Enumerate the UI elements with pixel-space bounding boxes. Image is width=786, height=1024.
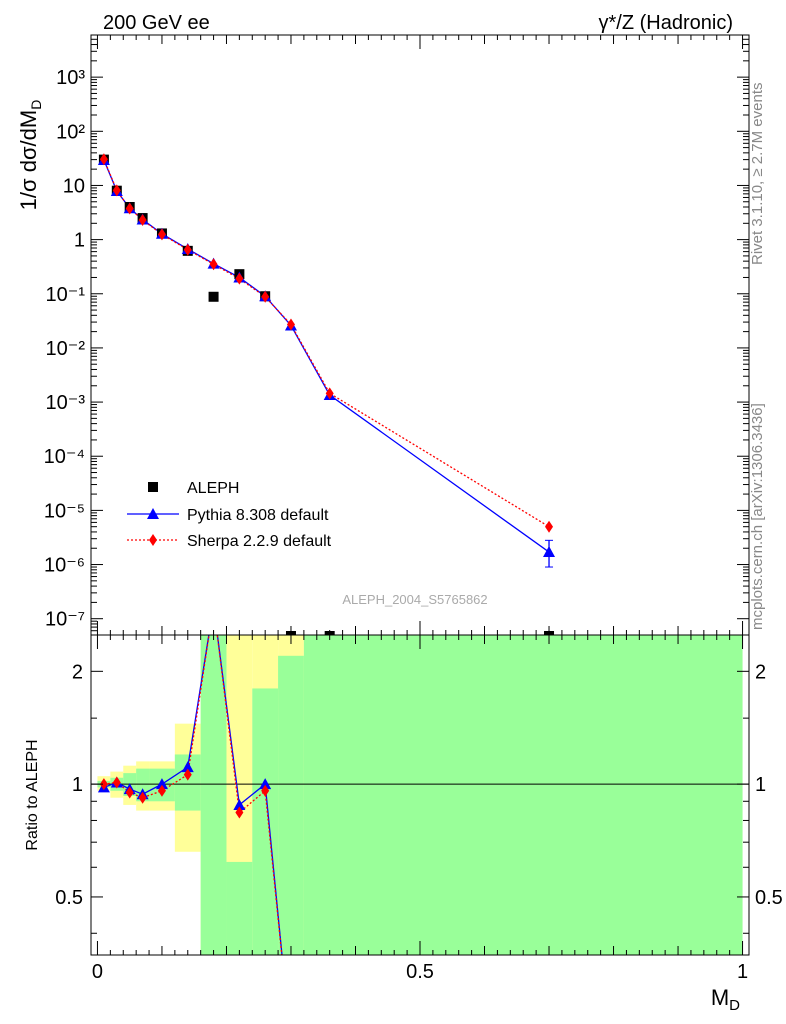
header-energy: 200 GeV ee (103, 12, 210, 34)
x-label-main: M (711, 985, 729, 1010)
main-panel: 10⁻⁷ 10⁻⁶ 10⁻⁵ 10⁻⁴ 10⁻³ 10⁻² 10⁻¹ 1 10 10² 10³ AL… (16, 34, 750, 637)
ratio-point-diamond (99, 778, 108, 791)
legend: ALEPH Pythia 8.308 default Sherpa 2.2.9 de… (127, 480, 332, 550)
ratio-point-diamond (183, 768, 192, 781)
y-tick-label: 1 (74, 230, 85, 252)
y-tick-label: 10⁻³ (46, 392, 86, 414)
y-tick-label: 10 (63, 175, 85, 197)
ratio-point-diamond (138, 791, 147, 804)
ratio-panel-x-ticks: 0 0.5 1 (92, 635, 748, 983)
data-point-diamond (235, 272, 244, 285)
uncertainty-band-green (200, 635, 227, 955)
main-panel-watermark: ALEPH_2004_S5765862 (342, 592, 487, 607)
aleph-offscale-marker (285, 631, 296, 637)
ratio-point-diamond (157, 784, 166, 797)
ratio-point-triangle (259, 778, 272, 790)
uncertainty-band-green (226, 861, 253, 955)
data-point-square (208, 291, 219, 302)
main-panel-markers (97, 153, 556, 568)
header-process: γ*/Z (Hadronic) (599, 12, 733, 34)
legend-marker-triangle (147, 508, 159, 519)
rivet-version-label: Rivet 3.1.10, ≥ 2.7M events (749, 83, 766, 266)
main-panel-offscale-markers (285, 631, 555, 637)
data-point-diamond (125, 202, 134, 215)
ratio-panel-markers (97, 761, 272, 819)
main-panel-y-axis-label: 1/σ dσ/dMD (16, 100, 44, 211)
legend-label: ALEPH (187, 480, 239, 497)
ratio-y-tick-label-right: 2 (755, 661, 766, 683)
data-point-diamond (138, 214, 147, 227)
y-tick-label: 10² (56, 121, 85, 143)
x-tick-label: 0.5 (406, 961, 434, 983)
ratio-point-diamond (235, 806, 244, 819)
legend-marker-diamond (149, 534, 157, 546)
aleph-offscale-marker (324, 631, 335, 637)
x-label-subscript: D (729, 997, 740, 1014)
y-tick-label: 10⁻⁴ (44, 446, 85, 468)
data-point-triangle (543, 546, 556, 558)
data-point-diamond (261, 290, 270, 303)
y-tick-label: 10⁻² (46, 338, 86, 360)
ratio-y-tick-label: 1 (72, 774, 83, 796)
ratio-point-diamond (125, 786, 134, 799)
ratio-panel-y-ticks: 0.5 0.5 1 1 2 2 (55, 661, 783, 934)
data-point-diamond (286, 318, 295, 331)
ratio-y-tick-label-right: 1 (755, 774, 766, 796)
x-tick-label: 1 (737, 961, 748, 983)
legend-marker-square (148, 482, 158, 492)
y-tick-label: 10³ (56, 67, 85, 89)
data-point-diamond (99, 153, 108, 166)
ratio-panel-y-axis-label: Ratio to ALEPH (24, 739, 41, 850)
main-panel-series-lines (103, 158, 550, 553)
data-point-diamond (209, 258, 218, 271)
ratio-y-tick-label-right: 0.5 (755, 887, 783, 909)
data-point-diamond (325, 387, 334, 400)
ratio-point-triangle (181, 761, 194, 773)
ratio-point-diamond (261, 784, 270, 797)
series-line-diamond (103, 158, 550, 528)
ratio-point-diamond (112, 776, 121, 789)
uncertainty-band-green (278, 655, 304, 955)
y-label-subscript: D (28, 100, 44, 110)
legend-label: Sherpa 2.2.9 default (187, 533, 332, 550)
aleph-offscale-marker (544, 631, 555, 637)
ratio-panel-series-lines (103, 635, 283, 955)
legend-label: Pythia 8.308 default (187, 507, 329, 524)
mcplots-label: mcplots.cern.ch [arXiv:1306.3436] (749, 403, 766, 630)
ratio-line-triangle (103, 635, 283, 955)
data-point-diamond (157, 228, 166, 241)
data-point-diamond (545, 520, 554, 533)
ratio-panel-frame (90, 634, 750, 956)
main-panel-x-ticks (96, 35, 744, 635)
data-point-diamond (112, 184, 121, 197)
uncertainty-band-green (303, 635, 743, 955)
ratio-panel: 0.5 0.51 12 2 0 0.5 1 Ratio to ALEPH MD (24, 634, 783, 1014)
main-panel-y-ticks: 10⁻⁷ 10⁻⁶ 10⁻⁵ 10⁻⁴ 10⁻³ 10⁻² 10⁻¹ 1 10 10² 10³ (44, 38, 749, 632)
ratio-point-triangle (155, 778, 168, 790)
series-line-triangle (103, 159, 550, 553)
ratio-y-tick-label: 0.5 (55, 887, 83, 909)
ratio-line-diamond (103, 635, 283, 955)
y-tick-label: 10⁻⁵ (44, 500, 85, 522)
y-tick-label: 10⁻⁷ (45, 609, 85, 631)
ratio-panel-uncertainty-bands (97, 635, 743, 955)
ratio-panel-x-axis-label: MD (711, 985, 740, 1014)
uncertainty-band-green (252, 688, 279, 955)
data-point-diamond (183, 243, 192, 256)
y-tick-label: 10⁻¹ (46, 284, 86, 306)
y-tick-label: 10⁻⁶ (44, 555, 85, 577)
ratio-y-tick-label: 2 (72, 661, 83, 683)
ratio-point-triangle (233, 798, 246, 810)
x-tick-label: 0 (92, 961, 103, 983)
y-label-main: 1/σ dσ/dM (16, 110, 41, 211)
